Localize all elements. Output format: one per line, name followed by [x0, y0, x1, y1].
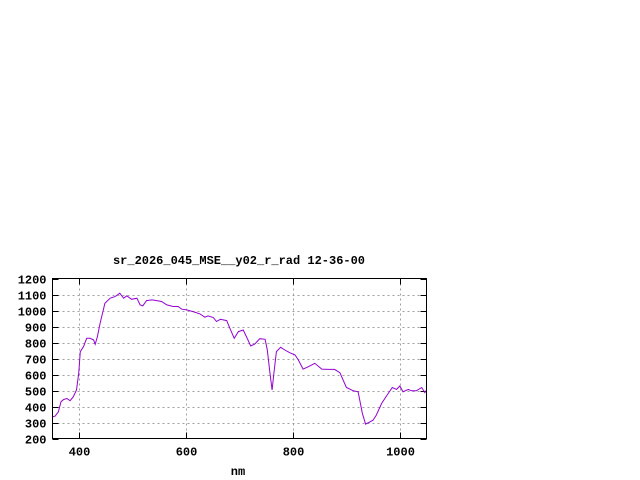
x-tick-label: 800: [283, 446, 305, 460]
chart-title: sr_2026_045_MSE__y02_r_rad 12-36-00: [113, 254, 365, 268]
x-tick-label: 400: [69, 446, 91, 460]
y-tick-label: 1000: [18, 306, 47, 320]
x-tick-label: 600: [176, 446, 198, 460]
y-tick-label: 900: [25, 322, 47, 336]
x-axis-label: nm: [231, 465, 245, 479]
plot-frame: [52, 278, 427, 439]
y-tick-label: 1100: [18, 290, 47, 304]
series-line: [52, 292, 427, 425]
x-tick-label: 1000: [386, 446, 415, 460]
y-tick-label: 800: [25, 338, 47, 352]
y-tick-label: 300: [25, 418, 47, 432]
y-tick-label: 500: [25, 386, 47, 400]
y-tick-label: 200: [25, 434, 47, 448]
y-tick-label: 1200: [18, 274, 47, 288]
y-tick-label: 600: [25, 370, 47, 384]
y-tick-label: 400: [25, 402, 47, 416]
grid: [52, 278, 427, 439]
tick-labels: 200 300 400 500 600 700 800 900 1000 1100 1200 400 6…: [18, 274, 415, 460]
y-tick-label: 700: [25, 354, 47, 368]
ticks: [52, 278, 427, 440]
